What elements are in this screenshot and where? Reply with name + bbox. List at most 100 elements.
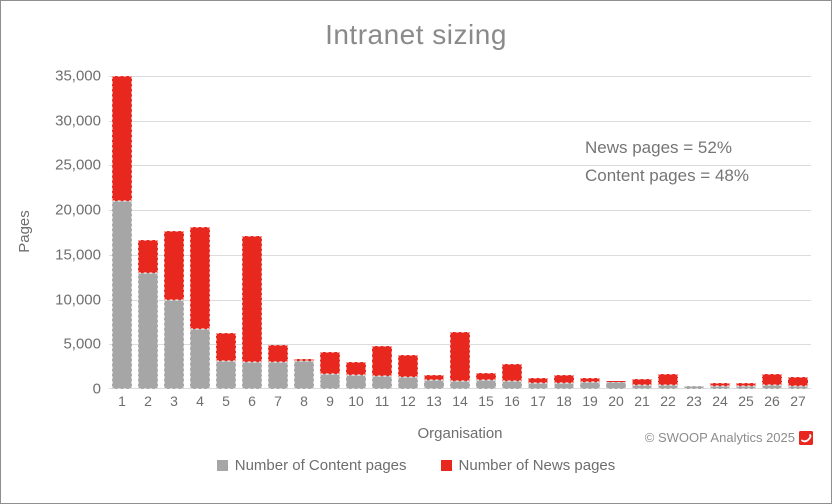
legend-item-content-pages: Number of Content pages [216, 457, 407, 474]
credit-text: © SWOOP Analytics 2025 [644, 430, 795, 445]
bar-column [577, 378, 603, 389]
x-tick-label: 14 [452, 393, 468, 409]
x-tick-label: 12 [400, 393, 416, 409]
x-tick-label: 7 [274, 393, 282, 409]
credit: © SWOOP Analytics 2025 [645, 430, 813, 445]
bar-segment-content [528, 383, 548, 389]
bar-column [291, 359, 317, 389]
legend: Number of Content pages Number of News p… [1, 457, 831, 474]
x-axis-labels: 1 2 3 4 5 6 7 8 9 10 11 12 13 14 15 16 17 18 19 20 21 22 23 24 2… [109, 393, 811, 413]
bar-segment-content [112, 201, 132, 389]
bar-column [213, 333, 239, 389]
x-tick-label: 19 [582, 393, 598, 409]
y-tick-label: 30,000 [55, 112, 101, 130]
y-axis-labels: 0 5,000 10,000 15,000 20,000 25,000 30,000 35,0… [1, 1, 101, 503]
x-tick-label: 5 [222, 393, 230, 409]
x-tick-label: 10 [348, 393, 364, 409]
bar-column [265, 345, 291, 389]
bar-column [499, 364, 525, 389]
bar-segment-content [788, 386, 808, 389]
bar-segment-news [736, 383, 756, 386]
legend-label-news: Number of News pages [458, 457, 616, 474]
x-tick-label: 27 [790, 393, 806, 409]
gridline [109, 76, 811, 77]
legend-label-content: Number of Content pages [234, 457, 407, 474]
bar-column [681, 386, 707, 389]
bar-segment-content [476, 380, 496, 389]
bar-segment-news [372, 346, 392, 376]
bar-segment-content [268, 362, 288, 389]
x-tick-label: 16 [504, 393, 520, 409]
bar-segment-content [450, 381, 470, 389]
bar-segment-news [502, 364, 522, 381]
x-tick-label: 6 [248, 393, 256, 409]
gridline [109, 165, 811, 167]
bar-segment-news [112, 76, 132, 201]
bar-segment-content [346, 375, 366, 389]
x-tick-label: 8 [300, 393, 308, 409]
bar-segment-news [606, 381, 626, 382]
bar-segment-content [762, 385, 782, 389]
x-tick-label: 18 [556, 393, 572, 409]
chart-title: Intranet sizing [325, 19, 507, 50]
bar-column [785, 377, 811, 389]
bar-segment-content [216, 361, 236, 389]
gridline [109, 299, 811, 301]
y-tick-label: 5,000 [63, 335, 101, 353]
x-tick-label: 23 [686, 393, 702, 409]
bar-segment-content [684, 386, 704, 389]
bar-segment-news [580, 378, 600, 382]
bar-segment-news [710, 383, 730, 386]
bar-segment-content [164, 300, 184, 389]
bars-layer [109, 76, 811, 389]
bar-segment-content [632, 385, 652, 389]
bar-column [733, 383, 759, 389]
bar-segment-content [372, 376, 392, 389]
bar-segment-news [398, 355, 418, 377]
bar-segment-content [710, 386, 730, 389]
x-tick-label: 25 [738, 393, 754, 409]
swoop-logo-icon [799, 430, 813, 445]
bar-column [421, 375, 447, 389]
bar-segment-content [580, 382, 600, 389]
x-tick-label: 17 [530, 393, 546, 409]
bar-segment-news [138, 240, 158, 273]
bar-column [395, 355, 421, 389]
bar-segment-content [424, 380, 444, 389]
bar-segment-news [424, 375, 444, 380]
bar-segment-news [164, 231, 184, 300]
bar-column [161, 231, 187, 389]
x-tick-label: 4 [196, 393, 204, 409]
bar-segment-content [138, 273, 158, 389]
x-tick-label: 13 [426, 393, 442, 409]
x-tick-label: 3 [170, 393, 178, 409]
bar-segment-news [242, 236, 262, 362]
bar-segment-news [632, 379, 652, 385]
bar-segment-news [294, 359, 314, 361]
x-tick-label: 2 [144, 393, 152, 409]
bar-segment-news [554, 375, 574, 383]
bar-column [343, 362, 369, 389]
gridline [109, 120, 811, 122]
bar-column [369, 346, 395, 389]
y-tick-label: 20,000 [55, 201, 101, 219]
bar-column [187, 227, 213, 389]
bar-column [707, 383, 733, 389]
x-tick-label: 26 [764, 393, 780, 409]
bar-segment-content [736, 386, 756, 389]
annotation: News pages = 52% Content pages = 48% [585, 134, 749, 190]
bar-segment-content [320, 374, 340, 389]
bar-segment-news [788, 377, 808, 386]
bar-segment-content [242, 362, 262, 389]
x-tick-label: 11 [374, 393, 390, 409]
bar-segment-news [476, 373, 496, 380]
legend-swatch-news-icon [440, 460, 452, 471]
bar-segment-news [450, 332, 470, 381]
x-tick-label: 1 [118, 393, 126, 409]
legend-item-news-pages: Number of News pages [440, 457, 616, 474]
gridline [109, 210, 811, 212]
x-axis-title: Organisation [417, 425, 503, 442]
bar-column [629, 379, 655, 389]
bar-column [109, 76, 135, 389]
y-tick-label: 15,000 [55, 246, 101, 264]
